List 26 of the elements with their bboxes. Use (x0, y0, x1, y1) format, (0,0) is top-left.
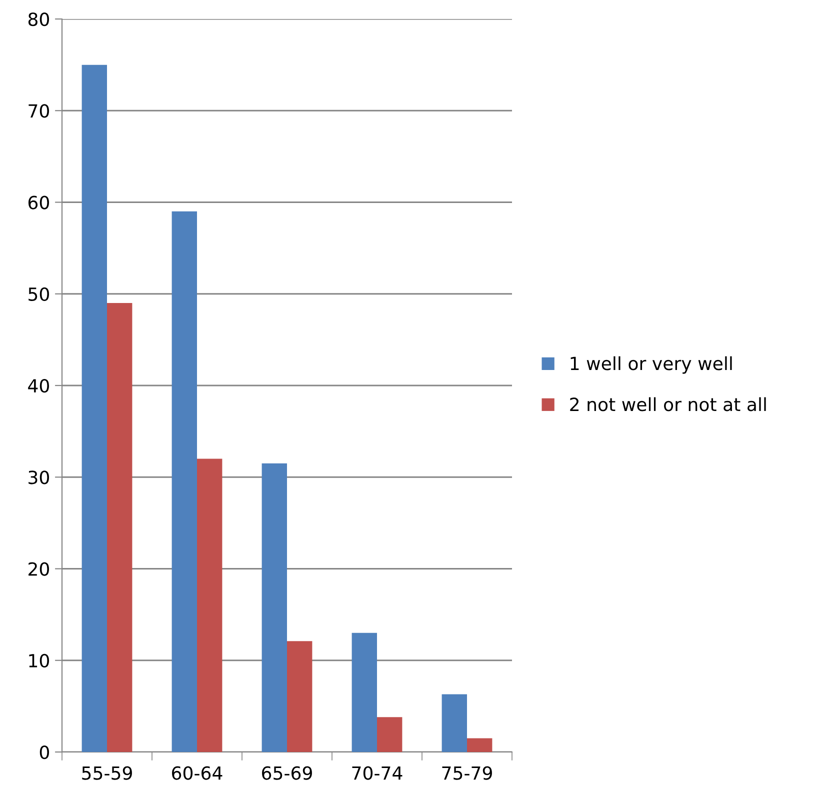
y-tick-label: 0 (40, 745, 49, 760)
x-tick-label: 75-79 (442, 766, 492, 780)
bar (377, 717, 402, 752)
bar (352, 632, 377, 752)
bar (172, 211, 197, 752)
y-tick-label: 10 (29, 654, 49, 668)
x-tick-label: 60-64 (172, 766, 222, 780)
bar (262, 463, 287, 752)
y-tick-label: 50 (28, 287, 49, 301)
y-tick-label: 80 (28, 12, 49, 26)
x-tick-label: 70-74 (352, 766, 402, 780)
bar (442, 694, 467, 752)
x-tick-label: 55-59 (82, 766, 132, 780)
y-tick-label: 70 (28, 104, 49, 118)
x-tick-label: 65-69 (262, 766, 312, 780)
y-tick-label: 40 (28, 378, 49, 393)
legend-label: 1 well or very well (570, 356, 732, 374)
bar (197, 458, 222, 752)
y-tick-label: 30 (28, 470, 49, 484)
bar (287, 641, 312, 752)
y-tick-label: 20 (28, 562, 49, 576)
bar (82, 64, 107, 752)
legend-label: 2 not well or not at all (570, 397, 766, 412)
bar (467, 738, 492, 752)
y-tick-label: 60 (28, 196, 49, 210)
bar (107, 303, 132, 752)
